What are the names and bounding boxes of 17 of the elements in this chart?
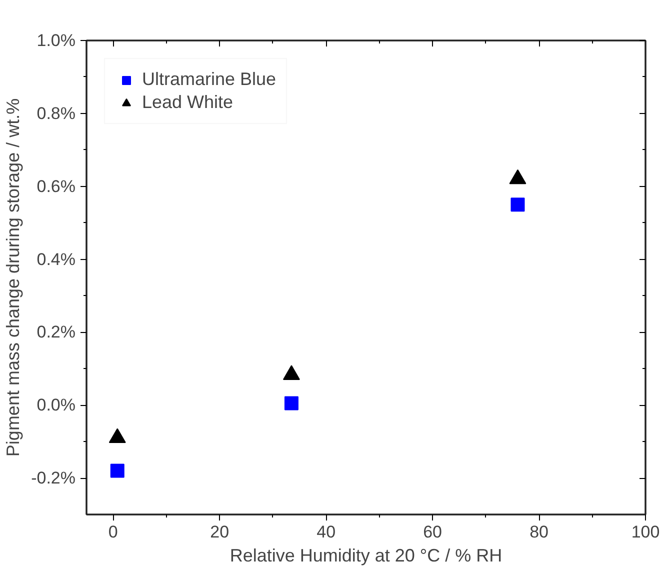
- y-tick-label: 0.0%: [36, 396, 76, 415]
- y-tick-label: 0.8%: [36, 104, 76, 123]
- y-tick-label: -0.2%: [31, 468, 76, 488]
- y-tick-label: 1.0%: [36, 31, 76, 50]
- x-tick-label: 100: [631, 522, 660, 542]
- y-axis-title: Pigment mass change druring storage / wt.%: [3, 98, 24, 457]
- legend-label: Ultramarine Blue: [142, 69, 276, 90]
- legend-label: Lead White: [142, 92, 234, 113]
- x-axis-title: Relative Humidity at 20 °C / % RH: [230, 546, 502, 566]
- x-tick-label: 40: [316, 522, 336, 542]
- y-tick-label: 0.2%: [36, 322, 76, 342]
- x-tick-label: 20: [210, 522, 230, 542]
- y-tick-label: 0.4%: [36, 250, 76, 269]
- y-tick-label: 0.6%: [36, 176, 76, 196]
- x-tick-label: 80: [530, 522, 548, 542]
- x-tick-label: 0: [108, 522, 118, 542]
- x-tick-label: 60: [423, 522, 442, 542]
